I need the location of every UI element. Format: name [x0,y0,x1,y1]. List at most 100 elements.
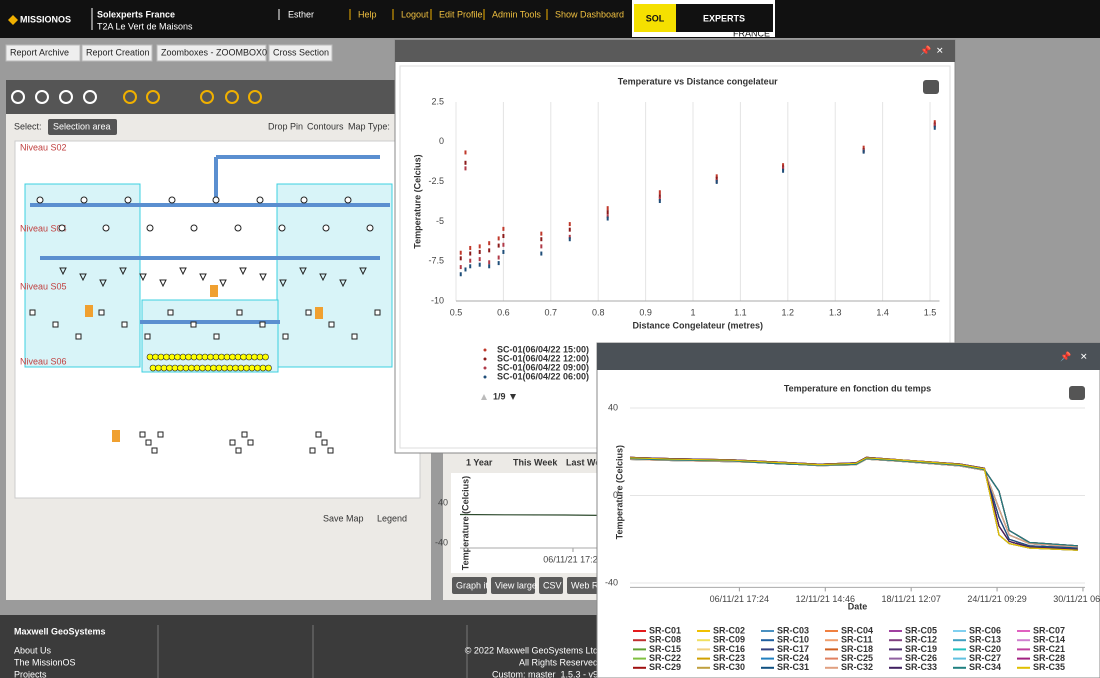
legend-label[interactable]: SR-C05 [905,625,937,635]
pin-button[interactable]: 📌 [920,44,931,55]
chart-menu[interactable] [923,80,939,94]
legend-label[interactable]: SR-C15 [649,644,681,654]
panel-button[interactable] [539,577,563,594]
legend-label[interactable]: SC-01(06/04/22 15:00) [497,344,589,354]
nav-link[interactable]: Admin Tools [492,9,541,19]
tool-icon[interactable] [35,90,49,104]
tool-icon[interactable] [248,90,262,104]
chart-menu[interactable] [1069,386,1085,400]
legend-label[interactable]: SR-C26 [905,653,937,663]
legend-label[interactable]: SR-C31 [777,662,809,672]
map-option[interactable]: Map Type: [348,121,390,131]
sensor-selected [157,353,165,361]
footer-link[interactable]: Projects [14,669,47,678]
range-button[interactable]: Last Week [566,457,611,467]
legend-label[interactable]: SR-C09 [713,635,745,645]
tool-icon[interactable] [225,90,239,104]
panel-button[interactable] [491,577,535,594]
tool-icon[interactable] [59,90,73,104]
zone [141,299,279,373]
point [497,236,500,241]
toolbar-button[interactable] [81,44,153,62]
legend-label[interactable]: SR-C21 [1033,644,1065,654]
tool-icon[interactable] [11,90,25,104]
legend-label[interactable]: SR-C35 [1033,662,1065,672]
range-button[interactable]: This Week [513,457,558,467]
legend-label[interactable]: SR-C20 [969,644,1001,654]
map-option[interactable]: Drop Pin [268,121,303,131]
nav-link[interactable]: Logout [401,9,429,19]
select-box[interactable] [48,119,117,135]
legend-label[interactable]: SR-C16 [713,644,745,654]
sensor-selected [201,353,209,361]
legend-label[interactable]: SR-C33 [905,662,937,672]
map-option[interactable]: Contours [307,121,344,131]
map-link[interactable]: Save Map [323,513,364,523]
sensor-triangle [159,279,167,288]
tool-icon[interactable] [123,90,137,104]
sensor-circle [146,224,154,232]
legend-label[interactable]: SR-C30 [713,662,745,672]
footer-link[interactable]: The MissionOS [14,657,76,667]
legend-label[interactable]: SR-C27 [969,653,1001,663]
legend-label[interactable]: SR-C06 [969,625,1001,635]
legend-label[interactable]: SR-C12 [905,635,937,645]
legend-label[interactable]: SR-C18 [841,644,873,654]
legend-label[interactable]: SR-C08 [649,635,681,645]
sensor-selected [212,353,220,361]
sensor-selected [218,353,225,361]
legend-label[interactable]: SR-C28 [1033,653,1065,663]
legend-label[interactable]: SR-C25 [841,653,873,663]
nav-link[interactable]: Show Dashboard [555,9,624,19]
legend-label[interactable]: SR-C32 [841,662,873,672]
legend-label[interactable]: SC-01(06/04/22 09:00) [497,362,589,372]
pager-arrow[interactable] [481,394,487,400]
legend-label[interactable]: SR-C24 [777,653,809,663]
legend-label[interactable]: SR-C10 [777,635,809,645]
legend-label[interactable]: SR-C23 [713,653,745,663]
pager-arrow[interactable] [510,394,516,400]
footer-link[interactable]: About Us [14,645,52,655]
sensor-triangle [179,267,187,276]
legend-label[interactable]: SR-C13 [969,635,1001,645]
legend-label[interactable]: SR-C34 [969,662,1001,672]
sensor-circle [80,196,88,204]
legend-label[interactable]: SR-C14 [1033,635,1065,645]
legend-label[interactable]: SR-C04 [841,625,873,635]
sensor-circle [212,196,220,204]
nav-link[interactable]: Edit Profile [439,9,483,19]
point [540,237,543,242]
legend-label[interactable]: SR-C01 [649,625,681,635]
y-axis-label: Temperature (Celcius) [412,154,422,248]
close-button[interactable]: ✕ [936,45,944,55]
version: Custom: master_1.5.3 - v9 [492,669,598,678]
tool-icon[interactable] [83,90,97,104]
legend-label[interactable]: SR-C03 [777,625,809,635]
legend-label[interactable]: SC-01(06/04/22 06:00) [497,371,589,381]
point [540,244,543,249]
x-tick-label: 1.4 [876,307,889,317]
panel-button[interactable] [452,577,487,594]
tool-icon[interactable] [146,90,160,104]
close-button[interactable]: ✕ [1080,351,1088,361]
legend-label[interactable]: SC-01(06/04/22 12:00) [497,353,589,363]
level-label: Niveau S04 [20,223,67,233]
sensor-square [309,447,316,454]
legend-label[interactable]: SR-C17 [777,644,809,654]
legend-label[interactable]: SR-C02 [713,625,745,635]
nav-link[interactable]: Help [358,9,377,19]
pin-button[interactable]: 📌 [1060,350,1071,361]
toolbar-button[interactable] [5,44,81,62]
legend-label[interactable]: SR-C19 [905,644,937,654]
legend-label[interactable]: SR-C11 [841,635,873,645]
tool-icon[interactable] [200,90,214,104]
legend-label[interactable]: SR-C29 [649,662,681,672]
range-button[interactable]: 1 Year [466,457,493,467]
legend-label[interactable]: SR-C07 [1033,625,1065,635]
toolbar-button[interactable] [156,44,267,62]
legend-label[interactable]: SR-C22 [649,653,681,663]
map-link[interactable]: Legend [377,513,407,523]
toolbar-button[interactable] [268,44,333,62]
y-tick-label: 40 [608,402,618,412]
map-toolbar [6,80,431,114]
